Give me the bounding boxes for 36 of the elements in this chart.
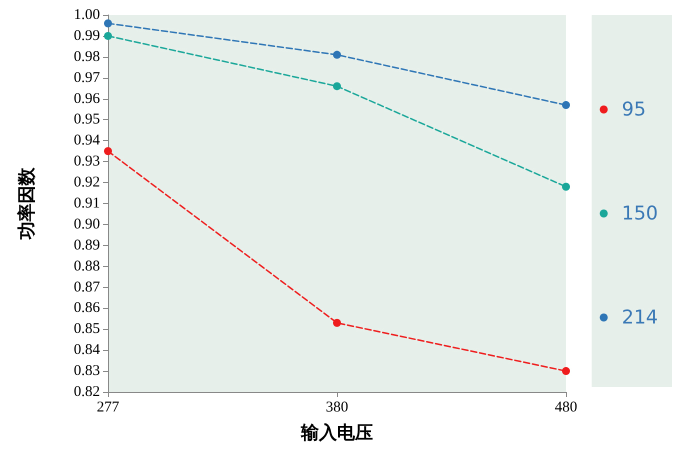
- point: [104, 19, 112, 28]
- y-tick-label: 0.92: [74, 174, 100, 191]
- legend-label: 214: [622, 306, 658, 328]
- point: [104, 147, 112, 156]
- legend-label: 150: [622, 202, 658, 224]
- x-tick-label: 480: [554, 400, 578, 416]
- y-tick-label: 0.83: [74, 363, 100, 380]
- point: [333, 82, 341, 90]
- y-tick-label: 0.97: [74, 70, 100, 86]
- point: [562, 182, 570, 191]
- y-tick-label: 1.00: [74, 7, 100, 23]
- x-tick-label: 277: [96, 400, 120, 416]
- y-tick-label: 0.88: [74, 258, 100, 274]
- y-tick-label: 0.96: [74, 90, 100, 107]
- point: [333, 50, 341, 59]
- y-tick-label: 0.87: [74, 279, 100, 296]
- y-tick-label: 0.85: [74, 321, 100, 338]
- point: [104, 32, 112, 40]
- point: [333, 318, 341, 327]
- point: [562, 367, 570, 376]
- y-tick-label: 0.84: [74, 342, 100, 358]
- legend-label: 95: [622, 98, 646, 120]
- y-tick-label: 0.94: [74, 132, 100, 149]
- point: [562, 101, 570, 110]
- y-tick-label: 0.86: [74, 300, 100, 316]
- x-axis-title: 输入电压: [300, 422, 373, 444]
- y-tick-label: 0.91: [74, 196, 100, 212]
- y-tick-label: 0.93: [74, 154, 100, 170]
- y-tick-label: 0.90: [74, 216, 100, 232]
- y-axis-title: 功率因数: [16, 166, 38, 240]
- y-tick-label: 0.99: [74, 28, 100, 44]
- y-tick-label: 0.95: [74, 112, 100, 128]
- y-tick-label: 0.89: [74, 237, 100, 254]
- x-tick-label: 380: [326, 400, 348, 416]
- y-tick-label: 0.98: [74, 48, 100, 65]
- y-tick-label: 0.82: [74, 384, 100, 400]
